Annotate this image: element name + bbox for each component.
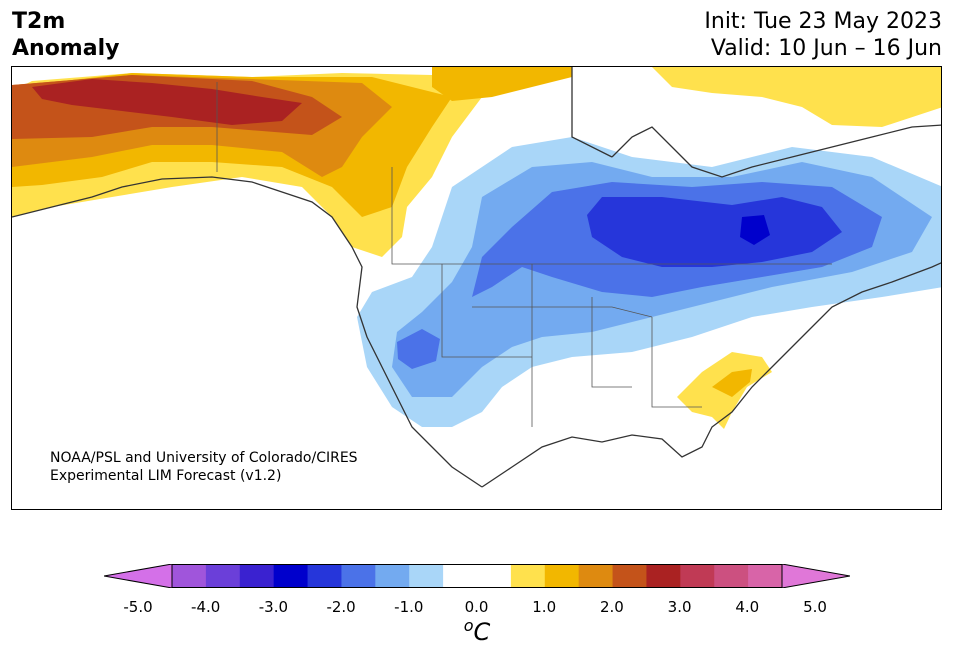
colorbar-extend-high <box>781 564 850 588</box>
colorbar-swatch <box>477 564 512 588</box>
cool-region-blue3 <box>587 197 842 267</box>
warm-region-north-yellow <box>652 67 941 127</box>
colorbar-swatch <box>341 564 376 588</box>
colorbar-tick-label: -2.0 <box>326 598 356 616</box>
colorbar-swatch <box>239 564 275 588</box>
colorbar-tick-label: -5.0 <box>123 598 153 616</box>
anomaly-map: NOAA/PSL and University of Colorado/CIRE… <box>11 66 942 510</box>
forecast-dates: Init: Tue 23 May 2023 Valid: 10 Jun – 16… <box>704 8 942 62</box>
colorbar-tick-label: 0.0 <box>464 598 489 616</box>
colorbar <box>104 564 850 588</box>
warm-region-southeast-orange <box>712 369 752 397</box>
colorbar-tick-label: 3.0 <box>667 598 692 616</box>
cool-region-blue4 <box>740 215 770 245</box>
colorbar-outline <box>171 564 783 588</box>
colorbar-swatch <box>307 564 342 588</box>
credit-line2: Experimental LIM Forecast (v1.2) <box>50 468 282 484</box>
colorbar-tick-label: -1.0 <box>394 598 424 616</box>
colorbar-swatch <box>273 564 309 588</box>
colorbar-tick-label: 4.0 <box>735 598 760 616</box>
title-variable: T2m <box>12 9 66 34</box>
colorbar-swatch <box>172 564 207 588</box>
valid-date: Valid: 10 Jun – 16 Jun <box>710 36 942 61</box>
colorbar-extend-low <box>104 564 173 588</box>
colorbar-tick-label: -3.0 <box>258 598 289 616</box>
colorbar-swatch <box>748 564 783 588</box>
colorbar-swatch <box>510 564 546 588</box>
chart-title: T2m Anomaly <box>12 8 119 62</box>
credit-line1: NOAA/PSL and University of Colorado/CIRE… <box>50 450 358 466</box>
colorbar-tick-label: 1.0 <box>532 598 557 616</box>
colorbar-swatch <box>680 564 715 588</box>
colorbar-swatch <box>443 564 478 588</box>
colorbar-swatch <box>612 564 647 588</box>
warm-region-alaska-red <box>32 79 302 125</box>
colorbar-tick-label: -4.0 <box>191 598 221 616</box>
colorbar-swatch <box>544 564 580 588</box>
colorbar-swatch <box>375 564 410 588</box>
title-anomaly: Anomaly <box>12 36 120 61</box>
colorbar-swatch <box>646 564 681 588</box>
map-canvas <box>12 67 941 488</box>
units-degree: o <box>463 616 474 635</box>
map-credit: NOAA/PSL and University of Colorado/CIRE… <box>50 449 358 485</box>
political-borders <box>216 82 832 427</box>
colorbar-tick-label: 5.0 <box>803 598 827 616</box>
colorbar-swatch <box>409 564 444 588</box>
colorbar-swatch <box>578 564 614 588</box>
units-letter: C <box>473 618 491 646</box>
init-date: Init: Tue 23 May 2023 <box>704 9 942 34</box>
cool-region-southwest <box>397 329 440 369</box>
colorbar-tick-label: 2.0 <box>599 598 624 616</box>
colorbar-swatch <box>714 564 749 588</box>
warm-region-north-orange <box>432 67 572 101</box>
colorbar-swatch <box>205 564 241 588</box>
coastlines <box>12 67 941 488</box>
colorbar-units: oC <box>464 616 491 646</box>
